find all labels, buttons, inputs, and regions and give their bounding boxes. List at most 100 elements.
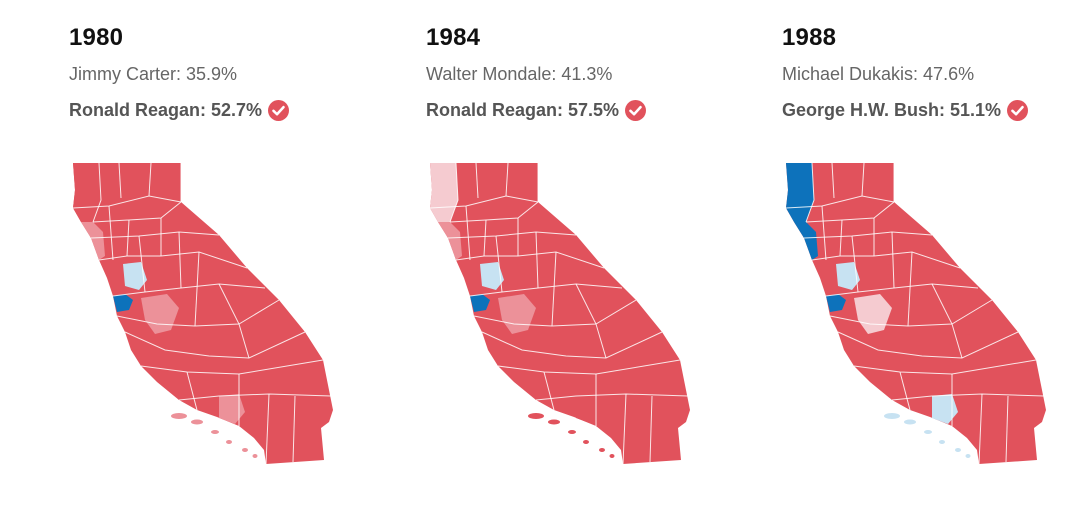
california-county-map (72, 162, 333, 465)
county-boundary (575, 283, 607, 359)
winner-result: George H.W. Bush: 51.1% (782, 100, 1029, 121)
panel-1980: 1980 Jimmy Carter: 35.9% Ronald Reagan: … (0, 0, 340, 519)
county-boundary (92, 201, 182, 223)
county-boundary (821, 205, 827, 261)
county-boundary (449, 201, 539, 223)
channel-island (528, 413, 544, 419)
county-region-north-coast (438, 222, 462, 260)
county-boundary (178, 231, 182, 289)
county-boundary (118, 162, 122, 199)
county-boundary (495, 235, 503, 293)
county-boundary (805, 162, 815, 223)
county-boundary (543, 371, 555, 411)
year-title: 1988 (782, 24, 837, 51)
county-boundary (535, 393, 689, 401)
county-boundary (138, 235, 146, 293)
state-outline (73, 163, 333, 464)
county-boundary (447, 231, 577, 239)
county-region-bay-outer (480, 262, 504, 290)
county-boundary (449, 162, 459, 223)
county-boundary (861, 162, 865, 197)
county-region-north-coast (794, 222, 818, 260)
county-boundary (429, 195, 539, 209)
winner-result: Ronald Reagan: 57.5% (426, 100, 647, 121)
county-boundary (891, 393, 1045, 401)
county-boundary (803, 231, 933, 239)
county-boundary (497, 359, 681, 375)
county-boundary (178, 393, 332, 401)
check-circle-icon (625, 100, 647, 121)
county-region-bay-area (826, 294, 846, 312)
county-boundary (831, 162, 835, 199)
county-boundary (535, 231, 539, 289)
county-boundary (899, 371, 911, 411)
winner-label: Ronald Reagan: 52.7% (69, 100, 263, 120)
county-boundary (186, 371, 198, 411)
county-boundary (108, 205, 114, 261)
check-circle-icon (268, 100, 290, 121)
winner-label: George H.W. Bush: 51.1% (782, 100, 1002, 120)
county-boundary (978, 393, 983, 465)
state-outline (430, 163, 690, 464)
county-boundary (465, 205, 471, 261)
county-boundary (475, 162, 479, 199)
county-region-bay-area (470, 294, 490, 312)
winner-label: Ronald Reagan: 57.5% (426, 100, 620, 120)
year-title: 1984 (426, 24, 481, 51)
county-boundary (483, 219, 487, 257)
county-boundary (194, 251, 200, 327)
loser-result: Jimmy Carter: 35.9% (69, 64, 238, 84)
channel-island (211, 430, 219, 434)
county-boundary (126, 219, 130, 257)
channel-island (939, 440, 945, 444)
loser-result: Walter Mondale: 41.3% (426, 64, 613, 84)
check-circle-icon (1007, 100, 1029, 121)
county-boundary (481, 331, 663, 359)
year-title: 1980 (69, 24, 124, 51)
county-boundary (851, 235, 859, 293)
panel-1984: 1984 Walter Mondale: 41.3% Ronald Reagan… (357, 0, 697, 519)
california-county-map (429, 162, 690, 465)
county-boundary (649, 395, 653, 463)
county-boundary (218, 283, 250, 359)
channel-island (583, 440, 589, 444)
county-boundary (931, 283, 963, 359)
county-boundary (785, 195, 895, 209)
channel-island (171, 413, 187, 419)
county-boundary (124, 331, 306, 359)
county-boundary (292, 395, 296, 463)
county-boundary (907, 251, 913, 327)
county-boundary (805, 201, 895, 223)
county-boundary (140, 359, 324, 375)
county-region-north-coast (81, 222, 105, 260)
county-boundary (92, 162, 102, 223)
county-boundary (551, 251, 557, 327)
channel-island (955, 448, 961, 452)
county-boundary (148, 162, 152, 197)
winner-result: Ronald Reagan: 52.7% (69, 100, 290, 121)
channel-island (609, 454, 615, 458)
state-outline (786, 163, 1046, 464)
county-region-bay-area (113, 294, 133, 312)
channel-island (884, 413, 900, 419)
channel-island (904, 419, 916, 425)
county-boundary (505, 162, 509, 197)
channel-island (252, 454, 258, 458)
channel-island (924, 430, 932, 434)
panel-1988: 1988 Michael Dukakis: 47.6% George H.W. … (713, 0, 1053, 519)
channel-island (965, 454, 971, 458)
channel-island (568, 430, 576, 434)
county-boundary (72, 195, 182, 209)
county-boundary (90, 231, 220, 239)
county-region-central-valley (854, 294, 892, 334)
channel-island (548, 419, 560, 425)
county-boundary (1005, 395, 1009, 463)
county-region-central-valley (141, 294, 179, 334)
county-boundary (853, 359, 1037, 375)
county-boundary (622, 393, 627, 465)
county-boundary (837, 331, 1019, 359)
county-boundary (839, 219, 843, 257)
county-boundary (265, 393, 270, 465)
county-boundary (891, 231, 895, 289)
channel-island (226, 440, 232, 444)
